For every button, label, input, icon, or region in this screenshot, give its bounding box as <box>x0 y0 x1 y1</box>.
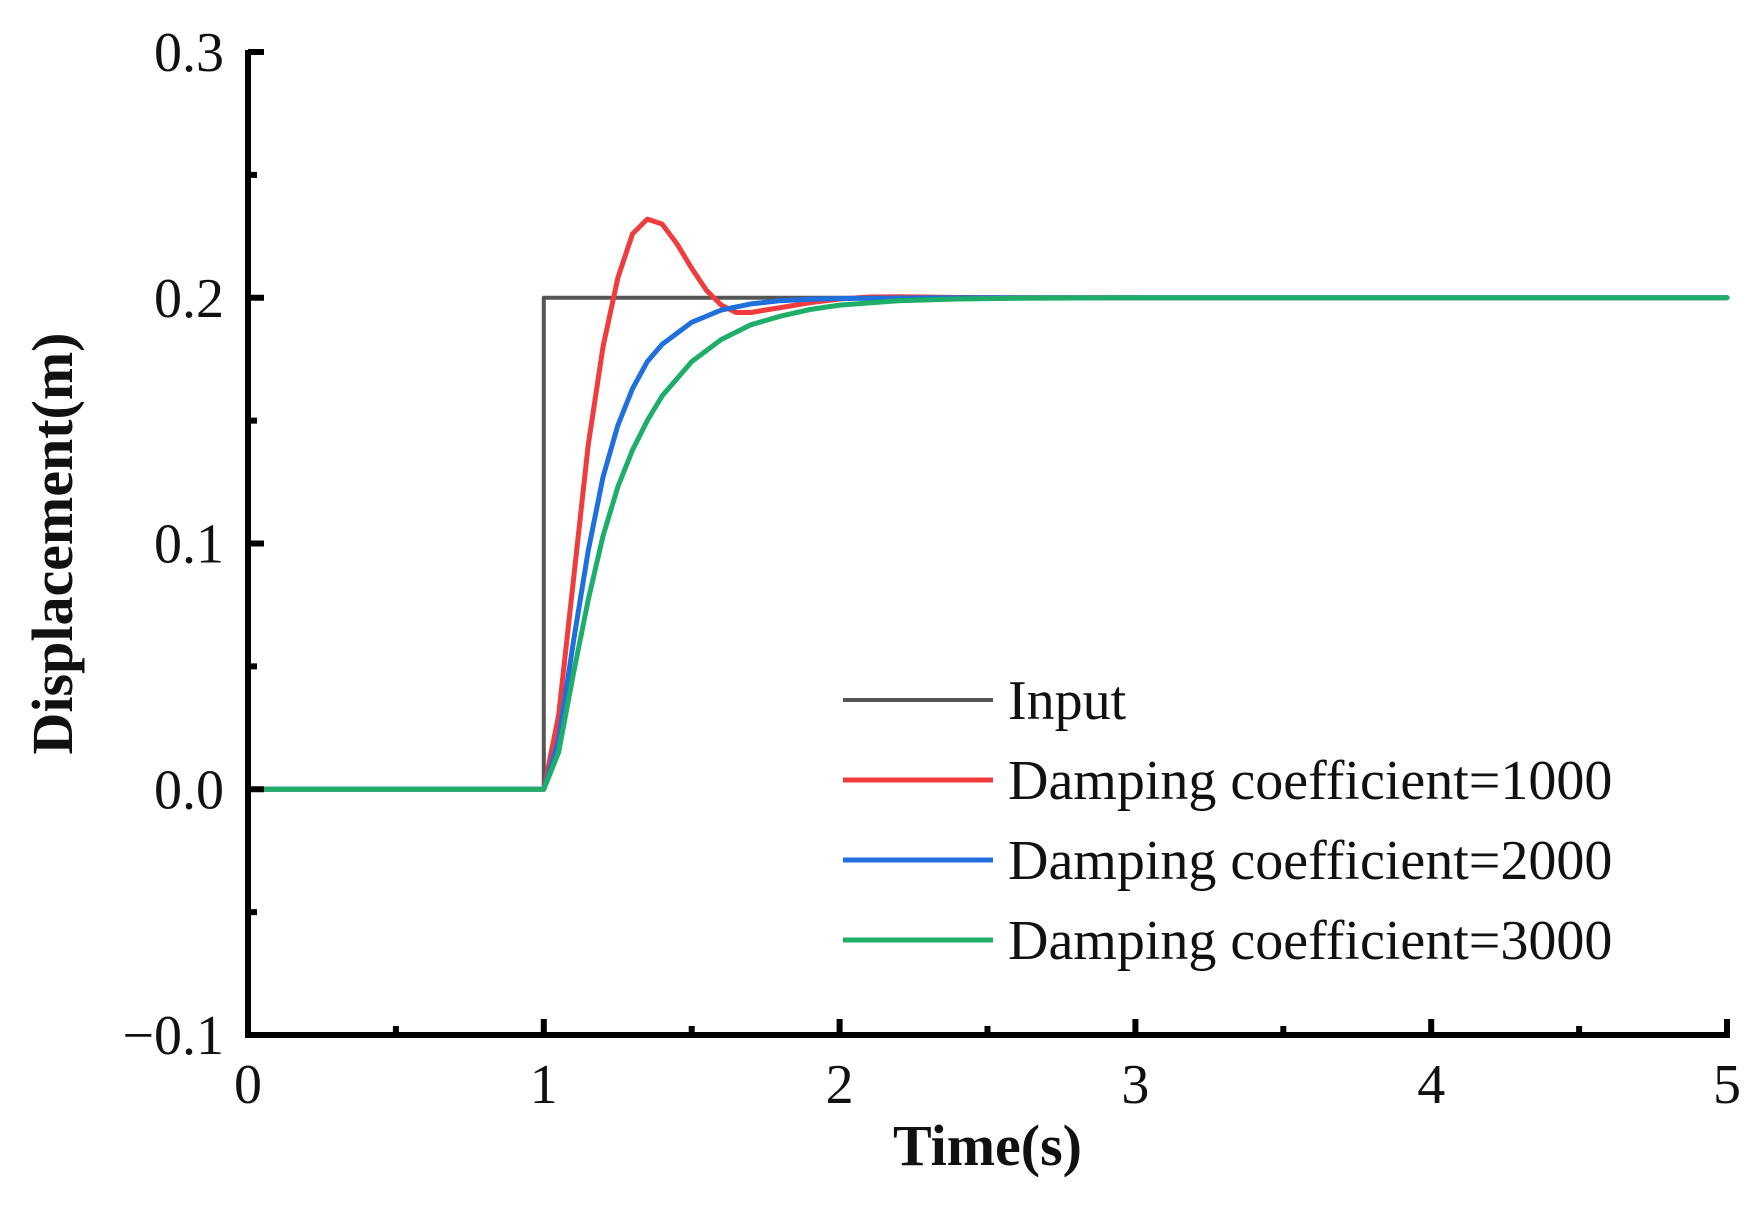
y-tick-label: 0.1 <box>154 514 224 576</box>
x-tick-label: 1 <box>530 1054 558 1116</box>
x-tick-label: 2 <box>826 1054 854 1116</box>
y-tick-label: −0.1 <box>122 1005 224 1067</box>
series-line-3 <box>245 295 1730 792</box>
legend-label-1: Input <box>1008 670 1127 732</box>
legend: Input Damping coefficient=1000 Damping coe… <box>843 670 1612 972</box>
y-tick-label: 0.2 <box>154 268 224 330</box>
series-line-4 <box>245 295 1730 792</box>
x-tick-label: 5 <box>1713 1054 1741 1116</box>
legend-label-4: Damping coefficient=3000 <box>1008 910 1612 972</box>
x-tick-label: 0 <box>234 1054 262 1116</box>
legend-label-2: Damping coefficient=1000 <box>1008 750 1612 812</box>
tick-labels: −0.1 0.0 0.1 0.2 0.3 0 1 2 3 4 5 <box>122 22 1741 1116</box>
x-axis-title: Time(s) <box>893 1113 1082 1178</box>
legend-label-3: Damping coefficient=2000 <box>1008 830 1612 892</box>
x-tick-label: 3 <box>1121 1054 1149 1116</box>
axes-layer <box>245 49 1730 1038</box>
y-tick-label: 0.0 <box>154 759 224 821</box>
y-tick-label: 0.3 <box>154 22 224 84</box>
series-line-1 <box>246 295 1729 792</box>
y-axis-title: Displacement(m) <box>20 332 85 754</box>
series-layer <box>245 216 1730 792</box>
x-tick-label: 4 <box>1417 1054 1445 1116</box>
series-line-2 <box>245 216 1730 792</box>
